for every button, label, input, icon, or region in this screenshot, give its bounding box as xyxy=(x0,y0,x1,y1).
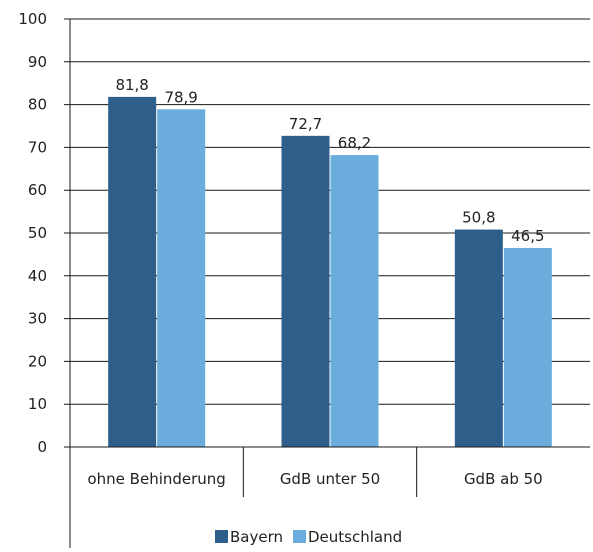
data-label: 68,2 xyxy=(338,134,371,152)
bar-deutschland xyxy=(330,155,379,447)
bar-bayern xyxy=(281,135,330,447)
legend-swatch-bayern xyxy=(215,530,228,543)
data-label: 50,8 xyxy=(462,209,495,227)
y-tick-labels: 0 10 20 30 40 50 60 70 80 90 100 xyxy=(18,10,47,456)
y-tick-label: 40 xyxy=(28,267,47,285)
y-tick-label: 100 xyxy=(18,10,47,28)
y-tick-label: 60 xyxy=(28,181,47,199)
data-label: 78,9 xyxy=(164,88,197,106)
category-labels: ohne Behinderung GdB unter 50 GdB ab 50 xyxy=(87,470,542,488)
category-label: GdB ab 50 xyxy=(464,470,543,488)
bar-deutschland xyxy=(157,109,206,448)
data-labels: 81,8 78,9 72,7 68,2 50,8 46,5 xyxy=(115,76,544,245)
bar-bayern xyxy=(454,229,503,447)
bars xyxy=(108,96,552,448)
y-tick-label: 70 xyxy=(28,138,47,156)
bar-deutschland xyxy=(503,247,552,447)
bar-bayern xyxy=(108,96,157,448)
category-label: GdB unter 50 xyxy=(280,470,380,488)
data-label: 46,5 xyxy=(511,227,544,245)
axes xyxy=(64,19,590,548)
y-tick-label: 10 xyxy=(28,395,47,413)
legend-swatch-deutschland xyxy=(293,530,306,543)
y-tick-label: 0 xyxy=(37,438,47,456)
data-label: 72,7 xyxy=(289,115,322,133)
category-label: ohne Behinderung xyxy=(87,470,225,488)
y-tick-label: 50 xyxy=(28,224,47,242)
y-tick-label: 30 xyxy=(28,310,47,328)
legend-label-deutschland: Deutschland xyxy=(308,528,402,546)
y-tick-label: 80 xyxy=(28,96,47,114)
y-tick-label: 90 xyxy=(28,53,47,71)
legend: Bayern Deutschland xyxy=(215,528,402,546)
y-tick-label: 20 xyxy=(28,352,47,370)
data-label: 81,8 xyxy=(115,76,148,94)
legend-label-bayern: Bayern xyxy=(230,528,283,546)
